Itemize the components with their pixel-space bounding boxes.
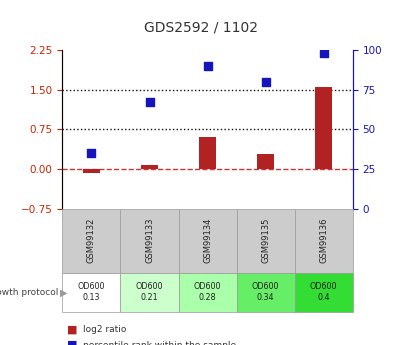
Text: GSM99134: GSM99134 [203,218,212,263]
Point [262,79,269,85]
Bar [258,154,274,169]
Text: OD600
0.28: OD600 0.28 [194,282,221,303]
Text: OD600
0.13: OD600 0.13 [78,282,105,303]
Text: log2 ratio: log2 ratio [83,325,126,334]
Bar [83,169,100,173]
Text: GSM99133: GSM99133 [145,218,154,263]
Text: ■: ■ [66,325,77,334]
Text: ■: ■ [66,340,77,345]
Text: percentile rank within the sample: percentile rank within the sample [83,341,236,345]
Text: GDS2592 / 1102: GDS2592 / 1102 [145,21,258,35]
Bar [199,137,216,169]
Bar [316,87,332,169]
Text: GSM99132: GSM99132 [87,218,96,263]
Text: ▶: ▶ [60,287,68,297]
Point [320,50,327,56]
Text: OD600
0.21: OD600 0.21 [136,282,163,303]
Point [204,63,211,69]
Text: GSM99136: GSM99136 [319,218,328,263]
Text: OD600
0.34: OD600 0.34 [252,282,279,303]
Point [146,100,153,105]
Text: growth protocol: growth protocol [0,288,58,297]
Text: GSM99135: GSM99135 [261,218,270,263]
Bar [141,165,158,169]
Point [88,150,95,156]
Text: OD600
0.4: OD600 0.4 [310,282,337,303]
